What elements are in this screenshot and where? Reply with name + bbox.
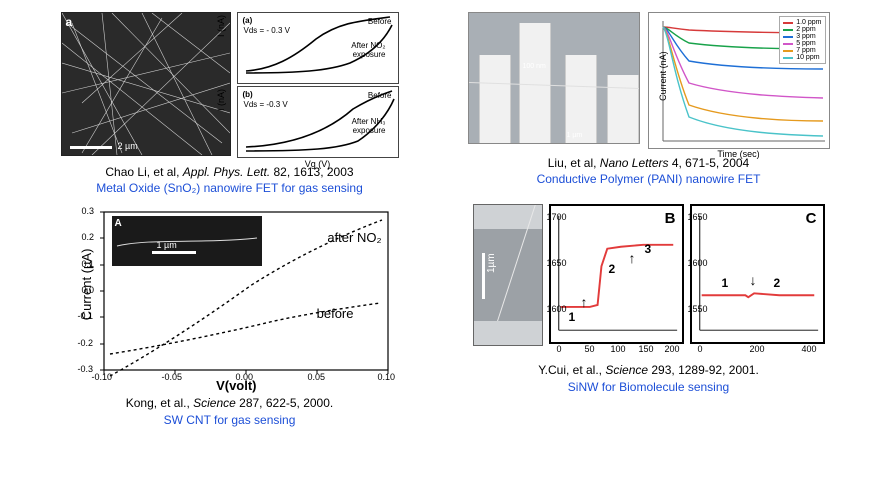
iv-a-ylabel: I (nA): [216, 15, 226, 37]
panel-sinw: 1µm B 1 ↑ 2 ↑ 3 1600 1650 1700 0 50 100 …: [459, 204, 838, 427]
iv-b-after1: After NH₃: [352, 117, 386, 126]
iv-a-after2: exposure: [353, 50, 386, 59]
sno2-sem-image: a 2 µm: [61, 12, 231, 156]
pani-sem-image: 100 nm 1 µm: [468, 12, 640, 144]
swcnt-xlabel: V(volt): [216, 378, 256, 393]
sem-scalebar: [70, 146, 112, 149]
arrow-down-icon: ↓: [750, 272, 757, 288]
swcnt-ann-before: before: [317, 306, 354, 321]
iv-b-ylabel: I (nA): [216, 89, 226, 111]
sinw-sem-image: 1µm: [473, 204, 543, 346]
iv-b-before: Before: [368, 91, 392, 100]
sinw-citation: Y.Cui, et al., Science 293, 1289-92, 200…: [538, 362, 759, 394]
pani-scale-2: 1 µm: [567, 132, 583, 139]
label-b: B: [665, 210, 676, 227]
iv-a-after1: After NO₂: [351, 41, 385, 50]
iv-b-after2: exposure: [353, 126, 386, 135]
iv-b-vds: Vds = -0.3 V: [244, 100, 288, 109]
iv-b-xlabel: Vg (V): [305, 159, 331, 169]
panel-sno2: a 2 µm (a) Vds = - 0.3 V Before After NO…: [40, 12, 419, 196]
panel-swcnt: -0.10 -0.05 0.00 0.05 0.10 -0.3 -0.2 -0.…: [40, 204, 419, 427]
pani-title: Conductive Polymer (PANI) nanowire FET: [537, 172, 761, 186]
swcnt-iv-plot: -0.10 -0.05 0.00 0.05 0.10 -0.3 -0.2 -0.…: [60, 204, 400, 389]
sem-scale-text: 2 µm: [118, 141, 138, 151]
sinw-plot-b: B 1 ↑ 2 ↑ 3 1600 1650 1700 0 50 100 150 …: [549, 204, 684, 344]
swcnt-inset-image: A 1 µm: [112, 216, 262, 266]
pani-ylabel: Current (nA): [657, 51, 667, 101]
iv-a-before: Before: [368, 17, 392, 26]
arrow-up-icon: ↑: [581, 294, 588, 310]
iv-a-label: (a): [243, 16, 253, 25]
sno2-title: Metal Oxide (SnO₂) nanowire FET for gas …: [96, 181, 363, 195]
label-c: C: [806, 210, 817, 227]
swcnt-citation: Kong, et al., Science 287, 622-5, 2000. …: [126, 395, 334, 427]
pani-xlabel: Time (sec): [717, 149, 759, 159]
iv-b-label: (b): [243, 90, 253, 99]
sinw-title: SiNW for Biomolecule sensing: [568, 380, 729, 394]
swcnt-ann-after: after NO₂: [327, 230, 381, 245]
iv-plot-b: (b) Vds = -0.3 V Before After NH₃ exposu…: [237, 86, 399, 158]
sinw-plot-c: C 1 ↓ 2 1550 1600 1650 0 200 400: [690, 204, 825, 344]
swcnt-ylabel: Current (µA): [78, 248, 93, 320]
swcnt-title: SW CNT for gas sensing: [164, 413, 296, 427]
iv-plot-a: (a) Vds = - 0.3 V Before After NO₂ expos…: [237, 12, 399, 84]
pani-decay-plot: 1.0 ppm2 ppm3 ppm5 ppm7 ppm10 ppm Time (…: [648, 12, 830, 149]
arrow-up-icon: ↑: [629, 250, 636, 266]
panel-pani: 100 nm 1 µm 1.0 ppm2 ppm3 ppm5 ppm7 ppm1…: [459, 12, 838, 196]
iv-a-vds: Vds = - 0.3 V: [244, 26, 290, 35]
pani-scale-1: 100 nm: [523, 63, 546, 70]
sem-label-a: a: [66, 15, 73, 29]
pani-legend: 1.0 ppm2 ppm3 ppm5 ppm7 ppm10 ppm: [779, 16, 825, 64]
pani-citation: Liu, et al, Nano Letters 4, 671-5, 2004 …: [537, 155, 761, 187]
